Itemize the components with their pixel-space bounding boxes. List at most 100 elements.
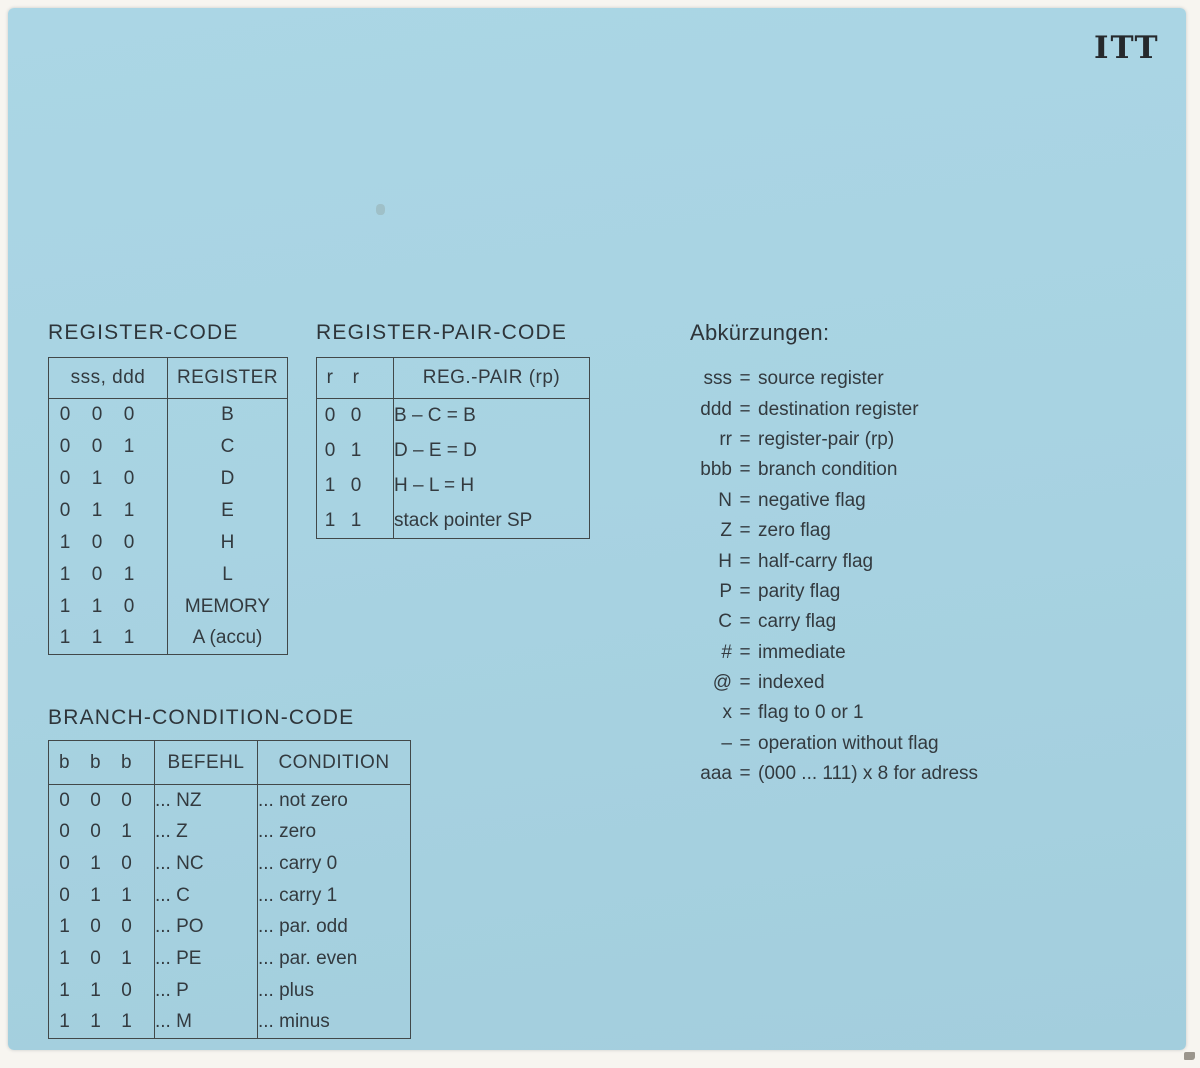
abbreviation-item: N = negative flag bbox=[690, 486, 978, 516]
abbreviation-item: – = operation without flag bbox=[690, 729, 978, 759]
bit-digit: 1 bbox=[121, 948, 132, 970]
bit-digit: 1 bbox=[59, 1011, 70, 1033]
abbreviation-meaning: flag to 0 or 1 bbox=[758, 702, 864, 724]
condition-cell: ... carry 1 bbox=[257, 879, 411, 912]
abbreviation-meaning: negative flag bbox=[758, 489, 866, 511]
abbreviation-term: Z bbox=[720, 520, 732, 542]
abbreviation-item: x = flag to 0 or 1 bbox=[690, 698, 978, 728]
bit-digit: 0 bbox=[91, 563, 103, 585]
bit-digit: 1 bbox=[324, 475, 336, 496]
abbreviation-term: ddd bbox=[700, 398, 732, 420]
bit-digit: 0 bbox=[324, 440, 336, 461]
abbreviation-meaning: indexed bbox=[758, 672, 825, 694]
befehl-cell: ... PE bbox=[154, 943, 258, 975]
abbreviation-meaning: half-carry flag bbox=[758, 550, 874, 572]
bit-digit: 1 bbox=[59, 979, 70, 1001]
bit-digit: 0 bbox=[123, 467, 135, 489]
befehl-cell: ... P bbox=[154, 975, 258, 1007]
header-bit: r bbox=[352, 367, 360, 388]
equals-sign: = bbox=[739, 611, 751, 633]
bit-digit: 1 bbox=[90, 979, 101, 1001]
abbreviation-item: P = parity flag bbox=[690, 577, 978, 607]
pair-cell: D – E = D bbox=[393, 433, 590, 469]
abbreviation-term-immediate-hash: # bbox=[721, 641, 732, 663]
bit-digit: 0 bbox=[59, 821, 70, 843]
equals-sign: = bbox=[739, 520, 751, 542]
bit-digit: 0 bbox=[91, 531, 103, 553]
bit-digit: 0 bbox=[59, 852, 70, 874]
bit-digit: 0 bbox=[91, 403, 103, 425]
bit-digit: 1 bbox=[91, 499, 103, 521]
bit-digit: 1 bbox=[121, 1011, 132, 1033]
bit-digit: 0 bbox=[59, 467, 71, 489]
bit-digit: 1 bbox=[121, 821, 132, 843]
pair-cell: H – L = H bbox=[393, 468, 590, 504]
equals-sign: = bbox=[739, 763, 751, 785]
bit-digit: 0 bbox=[121, 916, 132, 938]
bit-digit: 1 bbox=[90, 1011, 101, 1033]
bit-digit: 1 bbox=[350, 509, 362, 531]
abbreviation-meaning: branch condition bbox=[758, 459, 898, 481]
abbreviation-term: bbb bbox=[700, 459, 732, 481]
column-header-reg-pair: REG.-PAIR (rp) bbox=[393, 357, 590, 399]
header-bit: b bbox=[58, 751, 71, 773]
pair-cell: stack pointer SP bbox=[393, 503, 590, 539]
bit-digit: 0 bbox=[59, 403, 71, 425]
abbreviation-meaning: immediate bbox=[758, 641, 846, 663]
abbreviation-term: P bbox=[719, 580, 732, 602]
bit-digit: 0 bbox=[90, 789, 101, 811]
befehl-cell: ... M bbox=[154, 1006, 258, 1039]
bit-digit: 1 bbox=[91, 467, 103, 489]
condition-cell: ... carry 0 bbox=[257, 848, 411, 880]
equals-sign: = bbox=[739, 368, 751, 390]
befehl-cell: ... NC bbox=[154, 848, 258, 880]
abbreviation-meaning: operation without flag bbox=[758, 732, 939, 754]
abbreviation-item: bbb = branch condition bbox=[690, 455, 978, 485]
bit-digit: 1 bbox=[91, 627, 103, 649]
abbreviation-term-dash: – bbox=[721, 732, 732, 754]
equals-sign: = bbox=[739, 732, 751, 754]
column-header-sss-ddd: sss, ddd bbox=[48, 357, 168, 399]
bit-digit: 1 bbox=[59, 627, 71, 649]
bit-digit: 0 bbox=[59, 789, 70, 811]
abbreviation-meaning: register-pair (rp) bbox=[758, 428, 895, 450]
bit-digit: 0 bbox=[59, 499, 71, 521]
abbreviation-meaning: parity flag bbox=[758, 580, 841, 602]
branch-condition-code-title: BRANCH-CONDITION-CODE bbox=[48, 706, 355, 729]
equals-sign: = bbox=[739, 580, 751, 602]
abbreviation-term: sss bbox=[703, 368, 733, 390]
abbreviation-item: rr = register-pair (rp) bbox=[690, 425, 978, 455]
register-cell: C bbox=[167, 430, 288, 463]
bit-digit: 1 bbox=[350, 440, 362, 461]
abbreviation-term: rr bbox=[719, 428, 732, 450]
column-header-befehl: BEFEHL bbox=[154, 740, 258, 785]
bit-digit: 1 bbox=[91, 595, 103, 617]
bit-digit: 1 bbox=[90, 884, 101, 906]
bit-digit: 1 bbox=[59, 531, 71, 553]
abbreviation-term-at-sign: @ bbox=[712, 672, 732, 694]
